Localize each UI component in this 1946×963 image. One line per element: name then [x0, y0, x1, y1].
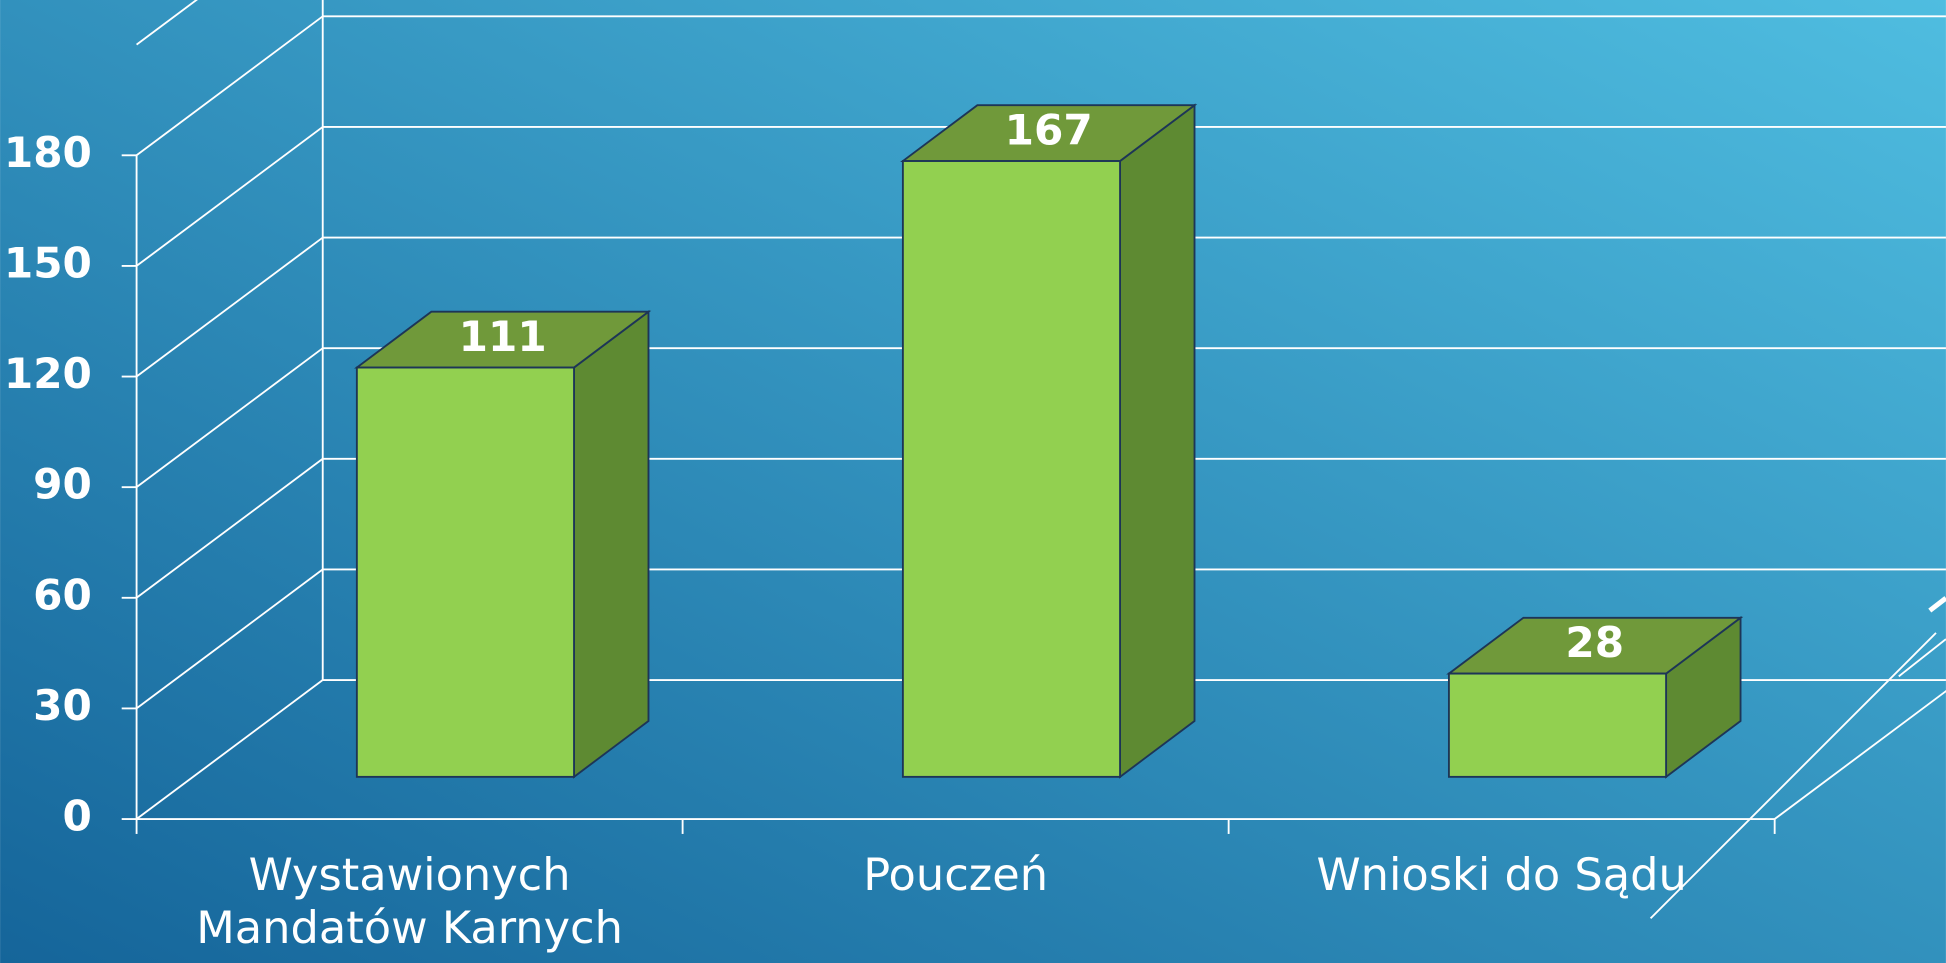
y-tick-label: 30	[33, 681, 92, 730]
x-tick-label: Pouczeń	[863, 850, 1049, 901]
bar-front	[355, 366, 575, 778]
grid-line	[136, 236, 324, 378]
bar-front	[1447, 672, 1668, 778]
bar	[900, 103, 1198, 779]
value-label: 28	[1565, 618, 1624, 667]
grid-line	[136, 679, 324, 820]
bar	[1446, 615, 1744, 779]
grid-line	[136, 15, 324, 157]
floor-right	[1774, 689, 1946, 820]
y-tick-label: 90	[33, 460, 92, 509]
y-tick-label: 180	[4, 128, 92, 177]
bar	[354, 309, 652, 779]
y-tick-label: 120	[4, 349, 92, 398]
grid-line	[136, 458, 324, 599]
grid-line	[136, 347, 324, 488]
bar-side	[573, 309, 650, 779]
x-tick-label-box: Wystawionych Mandatów Karnych	[196, 850, 623, 955]
grid-line	[136, 568, 324, 710]
value-label: 167	[1005, 106, 1093, 155]
y-tick-label: 60	[33, 570, 92, 619]
x-tick-label: Wystawionych Mandatów Karnych	[196, 850, 623, 955]
bar-side	[1119, 103, 1196, 779]
bar-front	[901, 160, 1121, 778]
y-tick-label: 150	[4, 238, 92, 287]
x-tick-label-box: Pouczeń	[863, 850, 1049, 901]
y-tick-label: 0	[63, 792, 92, 841]
x-tick-label: Wnioski do Sądu	[1316, 850, 1687, 901]
grid-line	[136, 126, 324, 267]
x-tick-label-box: Wnioski do Sądu	[1316, 850, 1687, 901]
left-wall-top	[136, 0, 198, 46]
value-label: 111	[459, 312, 547, 361]
